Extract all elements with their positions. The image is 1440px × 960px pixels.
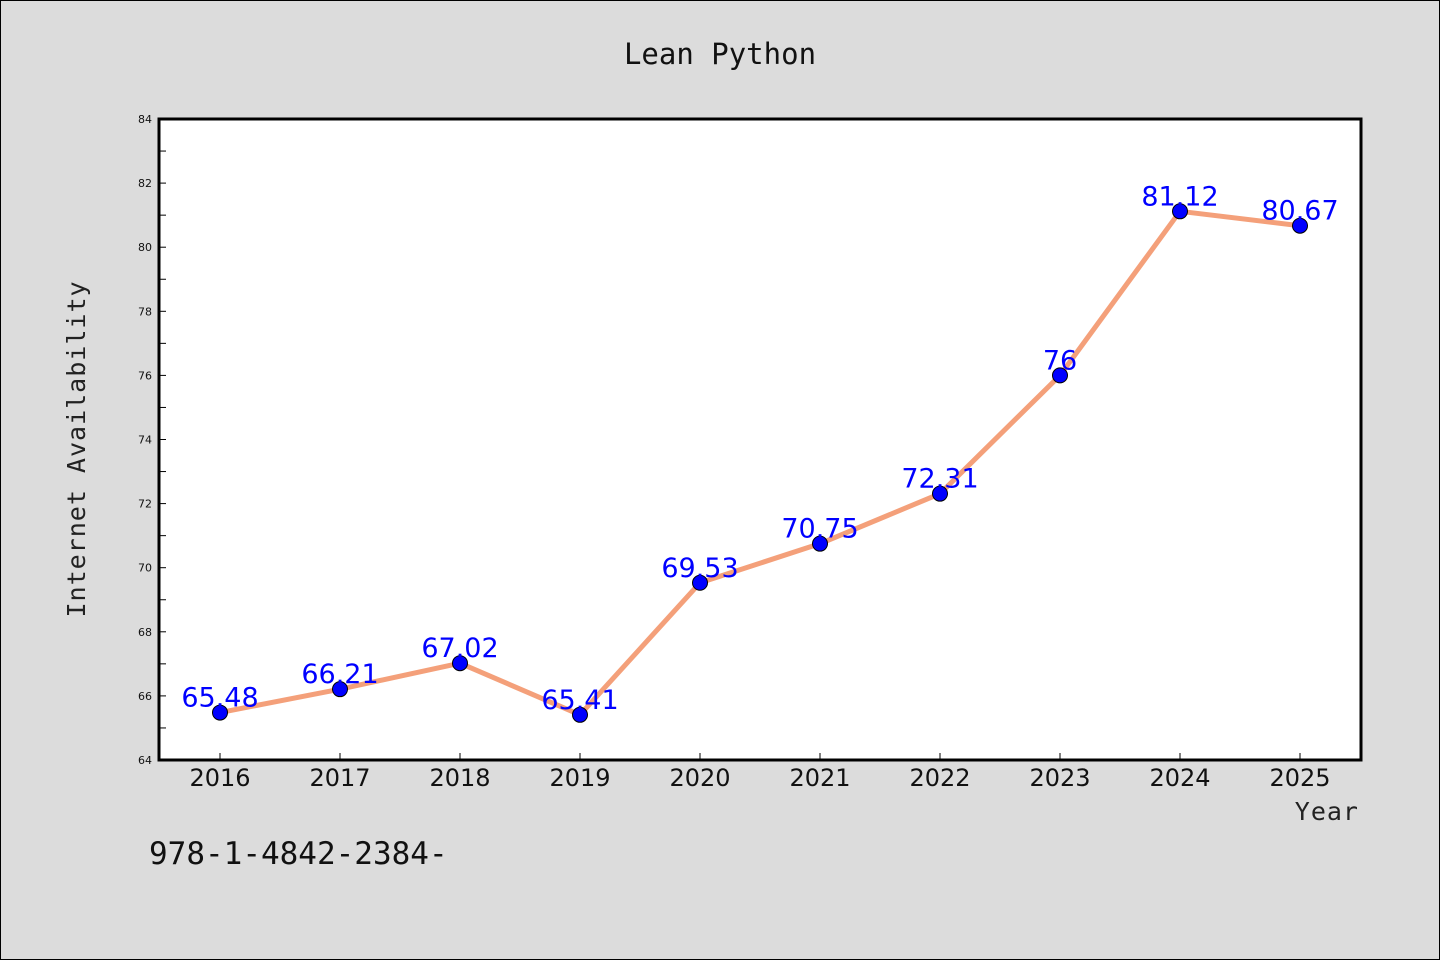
data-point [332, 681, 348, 698]
x-tick-label: 2020 [669, 764, 730, 792]
data-label: 65.41 [541, 685, 618, 716]
x-tick-label: 2016 [189, 764, 250, 792]
data-label: 66.21 [301, 659, 378, 690]
data-point [932, 485, 948, 502]
series-layer: 65.48 66.21 67.02 65.41 69.53 70.75 72.31 76 81.… [181, 181, 1339, 723]
y-tick-label: 72 [138, 498, 152, 511]
x-tick-label: 2023 [1029, 764, 1090, 792]
y-tick-label: 80 [138, 241, 152, 254]
data-label: 65.48 [181, 683, 258, 714]
y-tick-label: 64 [138, 754, 152, 767]
data-label: 76 [1043, 345, 1077, 376]
data-point [1292, 217, 1308, 234]
y-tick-label: 70 [138, 562, 152, 575]
data-point [212, 704, 228, 721]
y-tick-label: 66 [138, 690, 152, 703]
x-tick-label: 2018 [429, 764, 490, 792]
footer-text: 978-1-4842-2384- [149, 836, 448, 872]
y-tick-label: 68 [138, 626, 152, 639]
data-point [1052, 367, 1068, 384]
x-axis: 2016 2017 2018 2019 2020 2021 2022 2023 2024 2025 [189, 753, 1331, 792]
x-axis-label: Year [1295, 797, 1359, 826]
y-tick-label: 76 [138, 369, 152, 382]
y-tick-label: 82 [138, 177, 152, 190]
plot-area [157, 117, 1363, 762]
x-tick-label: 2017 [309, 764, 370, 792]
data-point [812, 535, 828, 552]
series-line [217, 208, 1303, 718]
x-tick-label: 2021 [789, 764, 850, 792]
data-point [572, 706, 588, 723]
y-tick-label: 74 [138, 434, 152, 447]
data-label: 70.75 [781, 514, 858, 545]
y-axis: 64 66 68 70 72 74 76 78 80 82 84 [138, 113, 166, 767]
data-label: 67.02 [421, 633, 498, 664]
x-tick-label: 2024 [1149, 764, 1210, 792]
data-point [1172, 203, 1188, 220]
data-label: 80.67 [1261, 196, 1338, 227]
data-point [692, 574, 708, 591]
data-point [452, 655, 468, 672]
x-tick-label: 2025 [1269, 764, 1330, 792]
data-label: 81.12 [1141, 181, 1218, 212]
data-label: 69.53 [661, 553, 738, 584]
data-label: 72.31 [901, 464, 978, 495]
x-tick-label: 2022 [909, 764, 970, 792]
x-tick-label: 2019 [549, 764, 610, 792]
y-axis-label: Internet Availability [62, 280, 91, 617]
y-tick-label: 84 [138, 113, 152, 126]
chart-title: Lean Python [624, 37, 816, 71]
y-tick-label: 78 [138, 305, 152, 318]
